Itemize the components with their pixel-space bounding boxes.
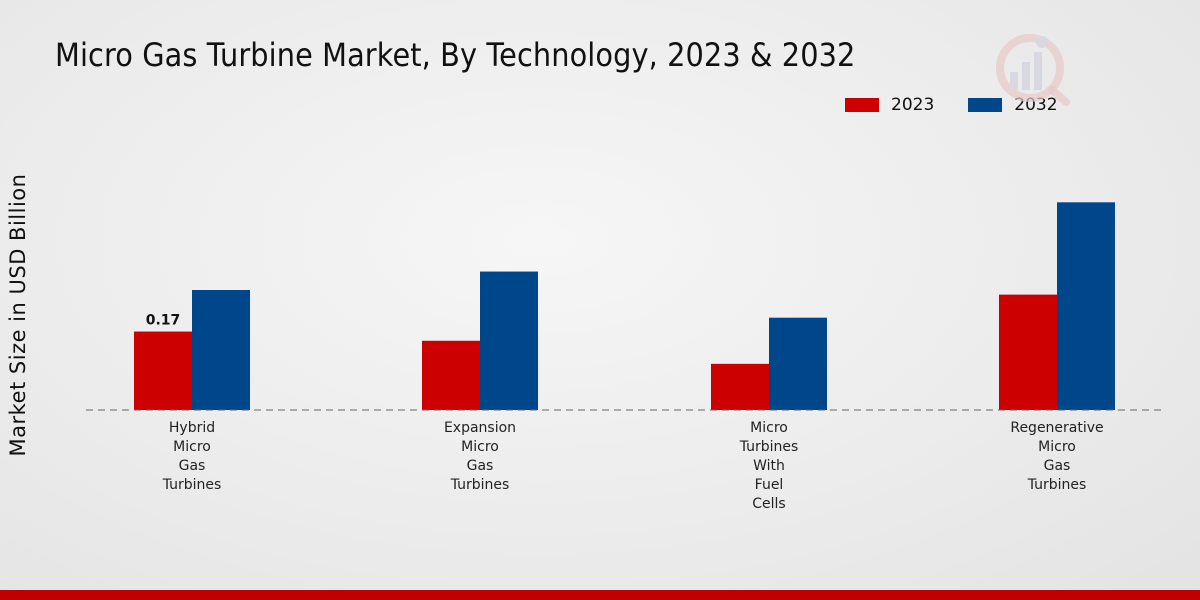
x-tick-label-3: Regenerative Micro Gas Turbines	[1010, 420, 1103, 493]
x-tick-label-3-line-1: Micro	[1038, 439, 1076, 455]
x-tick-label-2-line-3: Fuel	[755, 477, 784, 493]
x-tick-label-0-line-3: Turbines	[162, 477, 222, 493]
x-tick-label-1: Expansion Micro Gas Turbines	[444, 420, 516, 493]
bar-2023-3	[999, 294, 1057, 410]
legend-swatch-2032	[968, 98, 1003, 112]
x-tick-label-1-line-0: Expansion	[444, 420, 516, 436]
bar-2032-2	[769, 317, 827, 410]
legend-label-2023: 2023	[891, 95, 935, 115]
bottom-accent-bar	[0, 590, 1200, 600]
x-tick-label-2-line-2: With	[753, 458, 785, 474]
x-tick-label-1-line-1: Micro	[461, 439, 499, 455]
x-tick-label-3-line-2: Gas	[1044, 458, 1071, 474]
x-tick-label-0-line-2: Gas	[179, 458, 206, 474]
x-tick-label-0: Hybrid Micro Gas Turbines	[162, 420, 222, 493]
x-tick-label-2-line-0: Micro	[750, 420, 788, 436]
x-tick-label-0-line-1: Micro	[173, 439, 211, 455]
x-tick-label-2-line-4: Cells	[752, 496, 785, 512]
x-tick-label-1-line-2: Gas	[467, 458, 494, 474]
x-tick-label-3-line-3: Turbines	[1027, 477, 1087, 493]
legend-swatch-2023	[845, 98, 879, 112]
bar-2023-1	[422, 340, 480, 410]
x-tick-label-3-line-0: Regenerative	[1010, 420, 1103, 436]
legend-item-2023: 2023	[845, 95, 934, 115]
bar-2023-2	[711, 363, 769, 410]
bar-2023-0	[134, 331, 192, 410]
bar-2032-1	[480, 271, 538, 410]
brand-logo-icon	[996, 34, 1070, 106]
x-tick-label-0-line-0: Hybrid	[169, 420, 215, 436]
data-label-0-0: 0.17	[146, 313, 181, 329]
bar-2032-3	[1057, 202, 1115, 410]
bar-2032-0	[192, 290, 250, 410]
chart-title: Micro Gas Turbine Market, By Technology,…	[55, 36, 856, 74]
x-tick-label-1-line-3: Turbines	[450, 477, 510, 493]
x-tick-label-2-line-1: Turbines	[739, 439, 799, 455]
x-tick-label-2: Micro Turbines With Fuel Cells	[739, 420, 799, 512]
